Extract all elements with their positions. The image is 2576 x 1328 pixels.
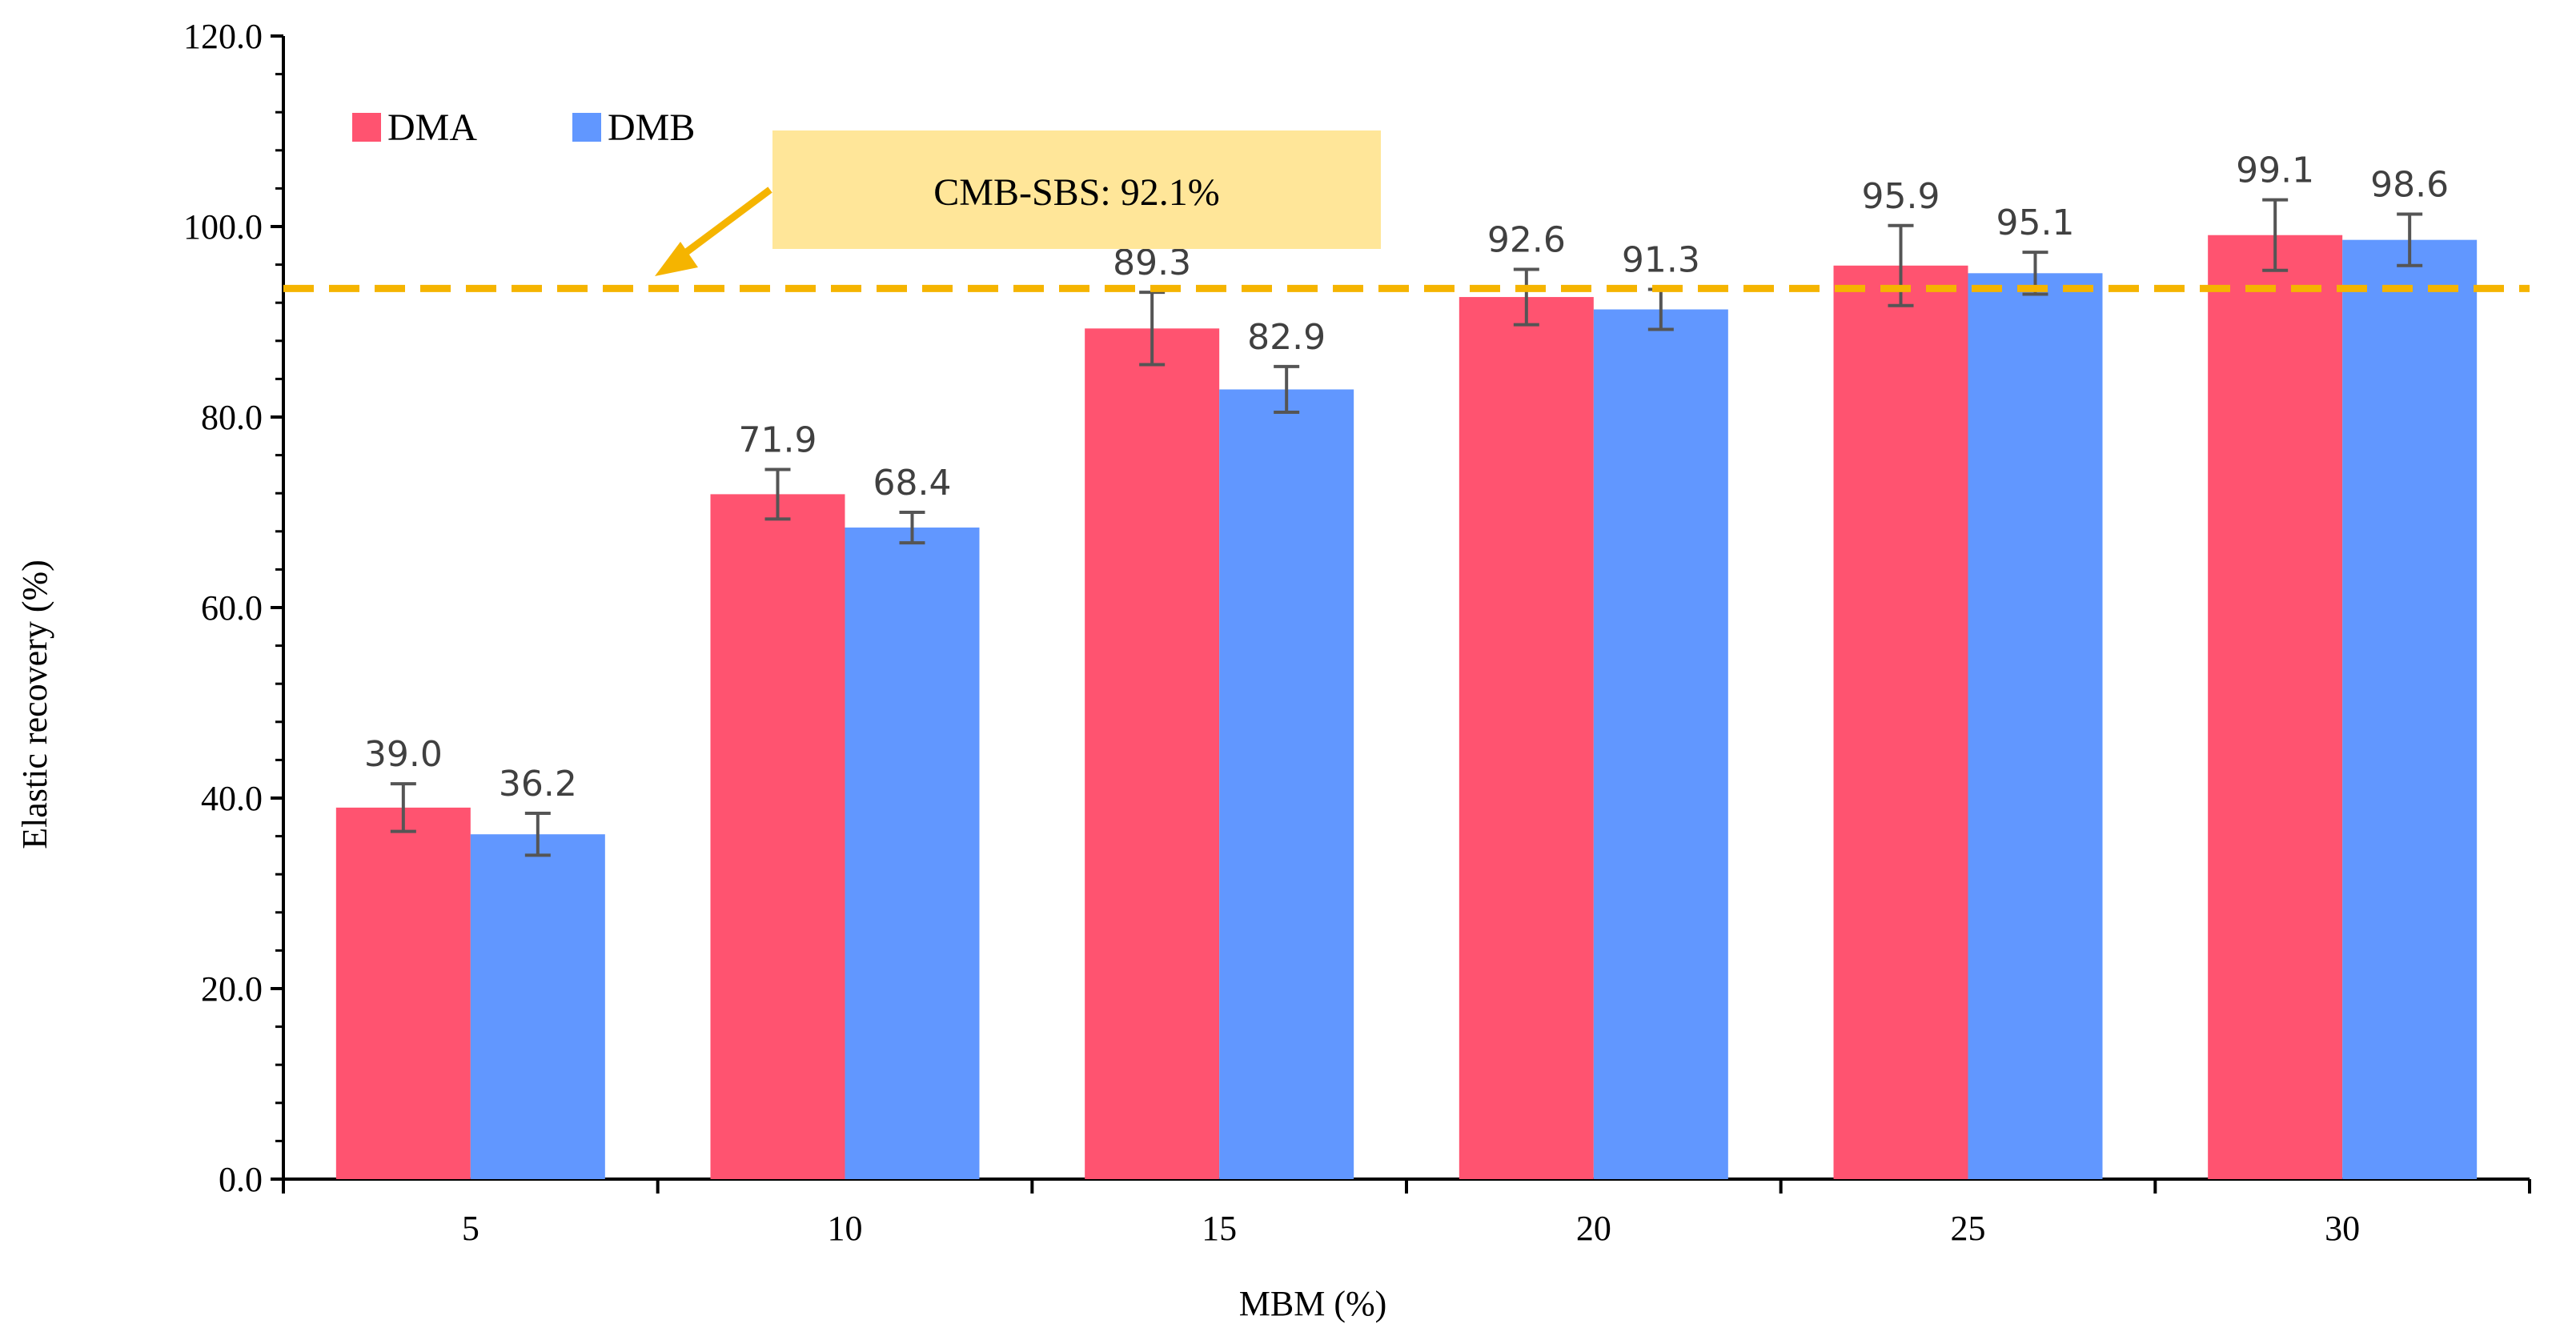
bar-dma <box>1085 328 1220 1180</box>
x-tick-label: 15 <box>1202 1209 1237 1248</box>
data-label: 91.3 <box>1622 240 1700 281</box>
x-axis-title: MBM (%) <box>1239 1284 1387 1323</box>
y-tick-label: 60.0 <box>201 588 263 628</box>
bar-dma <box>2208 235 2343 1180</box>
legend-swatch-dmb <box>572 113 601 142</box>
legend-swatch-dma <box>352 113 381 142</box>
data-label: 82.9 <box>1247 317 1326 358</box>
data-label: 98.6 <box>2370 165 2449 206</box>
bar-dma <box>1459 297 1594 1179</box>
annotation-arrow-line <box>676 187 772 261</box>
y-tick-label: 0.0 <box>219 1160 263 1199</box>
data-label: 71.9 <box>739 419 817 460</box>
bar-dma <box>335 807 471 1179</box>
y-tick-label: 80.0 <box>201 398 263 437</box>
data-label: 89.3 <box>1113 243 1191 283</box>
bar-dmb <box>1593 309 1728 1179</box>
x-tick-label: 30 <box>2325 1209 2360 1248</box>
data-label: 99.1 <box>2236 150 2314 191</box>
legend-label-dma: DMA <box>387 106 477 149</box>
bar-dmb <box>1968 273 2103 1179</box>
data-labels: 39.0 71.9 89.3 92.6 95.9 99.1 36.2 68.4 82.9 91.3… <box>364 150 2449 804</box>
bar-dma <box>1833 265 1968 1179</box>
y-tick-label: 100.0 <box>183 207 263 247</box>
annotation-label: CMB-SBS: 92.1% <box>933 171 1219 214</box>
y-axis-title: Elastic recovery (%) <box>15 560 54 849</box>
x-tick-label: 20 <box>1576 1209 1611 1248</box>
annotation-box <box>772 130 1381 249</box>
y-axis: 0.0 20.0 40.0 60.0 80.0 100.0 120.0 <box>183 17 285 1199</box>
x-tick-label: 25 <box>1951 1209 1986 1248</box>
data-label: 95.9 <box>1862 176 1940 217</box>
y-tick-label: 20.0 <box>201 969 263 1009</box>
x-tick-label: 5 <box>462 1209 479 1248</box>
error-bars <box>390 198 2423 857</box>
data-label: 68.4 <box>873 463 952 504</box>
x-tick-label: 10 <box>828 1209 863 1248</box>
annotation-arrow-head <box>655 242 698 276</box>
bars <box>335 235 2478 1180</box>
y-tick-label: 120.0 <box>183 17 263 56</box>
data-label: 36.2 <box>499 764 577 804</box>
bar-dmb <box>1219 389 1354 1179</box>
y-tick-label: 40.0 <box>201 779 263 818</box>
legend: DMA DMB <box>352 106 695 149</box>
data-label: 39.0 <box>364 734 443 775</box>
bar-dmb <box>845 528 980 1179</box>
x-axis: 5 10 15 20 25 30 <box>282 1178 2531 1248</box>
reference-line-group: CMB-SBS: 92.1% <box>283 130 2530 292</box>
data-label: 92.6 <box>1487 220 1566 261</box>
legend-label-dmb: DMB <box>608 106 695 149</box>
data-label: 95.1 <box>1996 203 2075 243</box>
bar-dmb <box>470 834 605 1179</box>
bar-dma <box>710 494 845 1179</box>
bar-dmb <box>2342 239 2478 1179</box>
